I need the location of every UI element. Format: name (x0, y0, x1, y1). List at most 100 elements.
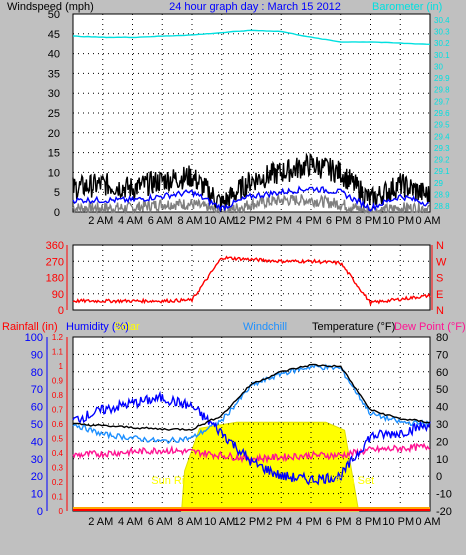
temp-y-tick-label: 30 (436, 419, 448, 431)
direction-y-tick-label: 0 (58, 305, 64, 317)
x-tick-label: 2 PM (266, 516, 292, 528)
wind-gust-line (72, 152, 430, 213)
x-tick-label: 2 AM (88, 215, 113, 227)
temp-y-tick-label: -20 (436, 506, 452, 518)
x-tick-label: 0 AM (415, 516, 440, 528)
temp-y-tick-label: 0 (436, 471, 442, 483)
x-tick-label: 8 PM (356, 215, 382, 227)
humidity-y-tick-label: 70 (31, 384, 43, 396)
wind-direction-line (72, 255, 431, 307)
humidity-y-tick-label: 40 (31, 436, 43, 448)
sunset-annotation: Sun Set (335, 475, 374, 487)
barometer-y-tick-label: 29 (434, 179, 443, 188)
rain-y-tick-label: 0.8 (52, 391, 64, 400)
wind-y-tick-label: 40 (48, 49, 60, 61)
direction-compass-label: N (436, 240, 444, 252)
barometer-y-tick-label: 29.3 (434, 144, 450, 153)
legend-label-1: Humidity (%) (66, 321, 129, 333)
x-tick-label: 8 PM (356, 516, 382, 528)
direction-compass-label: E (436, 289, 443, 301)
barometer-y-tick-label: 29.4 (434, 132, 450, 141)
wind-y-tick-label: 20 (48, 128, 60, 140)
x-tick-label: 4 PM (296, 516, 322, 528)
barometer-y-tick-label: 29.2 (434, 156, 450, 165)
x-tick-label: 2 AM (88, 516, 113, 528)
wind-y-tick-label: 30 (48, 88, 60, 100)
barometer-line (72, 29, 431, 45)
legend-label-2: Solar (114, 321, 140, 333)
humidity-y-tick-label: 20 (31, 471, 43, 483)
rain-y-tick-label: 0.3 (52, 464, 64, 473)
wind-axis-title: Windspeed (mph) (7, 1, 94, 13)
humidity-y-tick-label: 100 (25, 332, 43, 344)
x-tick-label: 2 PM (266, 215, 292, 227)
legend-label-0: Rainfall (in) (2, 321, 58, 333)
chart-title: 24 hour graph day : March 15 2012 (169, 1, 341, 13)
barometer-y-tick-label: 29.6 (434, 109, 450, 118)
barometer-y-tick-label: 30.4 (434, 16, 450, 25)
humidity-y-tick-label: 0 (37, 506, 43, 518)
rain-y-tick-label: 1.1 (52, 348, 64, 357)
barometer-y-tick-label: 30.1 (434, 51, 450, 60)
barometer-y-tick-label: 29.5 (434, 121, 450, 130)
wind-y-tick-label: 5 (54, 187, 60, 199)
temp-y-tick-label: -10 (436, 489, 452, 501)
wind-y-tick-label: 10 (48, 167, 60, 179)
x-tick-label: 10 AM (204, 215, 235, 227)
wind-y-tick-label: 35 (48, 68, 60, 80)
humidity-y-tick-label: 10 (31, 489, 43, 501)
temp-y-tick-label: 10 (436, 454, 448, 466)
legend-label-4: Temperature (°F) (312, 321, 395, 333)
barometer-y-tick-label: 30.3 (434, 27, 450, 36)
rain-y-tick-label: 0.9 (52, 377, 64, 386)
rain-y-tick-label: 0.1 (52, 493, 64, 502)
temp-grid (73, 337, 430, 511)
x-tick-label: 12 PM (234, 516, 266, 528)
x-tick-label: 6 PM (326, 215, 352, 227)
x-tick-label: 4 PM (296, 215, 322, 227)
x-tick-label: 10 PM (382, 215, 414, 227)
x-tick-label: 6 AM (148, 215, 173, 227)
barometer-y-tick-label: 30.2 (434, 39, 450, 48)
humidity-y-tick-label: 90 (31, 349, 43, 361)
rain-y-tick-label: 1 (59, 362, 64, 371)
temp-y-tick-label: 80 (436, 332, 448, 344)
wind-y-tick-label: 15 (48, 148, 60, 160)
sunrise-annotation: Sun Rise (151, 475, 196, 487)
temp-y-tick-label: 20 (436, 436, 448, 448)
rain-y-tick-label: 0.5 (52, 435, 64, 444)
x-tick-label: 6 AM (148, 516, 173, 528)
rain-y-tick-label: 0.2 (52, 478, 64, 487)
wind-lull-line (72, 194, 430, 215)
x-tick-label: 8 AM (177, 516, 202, 528)
rain-y-tick-label: 0.7 (52, 406, 64, 415)
barometer-axis-title: Barometer (in) (372, 1, 442, 13)
barometer-y-tick-label: 29.8 (434, 86, 450, 95)
temp-y-tick-label: 50 (436, 384, 448, 396)
direction-y-tick-label: 270 (46, 256, 64, 268)
legend-label-3: Windchill (243, 321, 287, 333)
wind-y-tick-label: 45 (48, 29, 60, 41)
x-tick-label: 4 AM (118, 516, 143, 528)
barometer-y-tick-label: 29.9 (434, 74, 450, 83)
x-tick-label: 10 PM (382, 516, 414, 528)
legend-label-5: Dew Point (°F) (394, 321, 466, 333)
temp-y-tick-label: 40 (436, 402, 448, 414)
x-tick-label: 0 AM (415, 215, 440, 227)
x-tick-label: 12 PM (234, 215, 266, 227)
rain-y-tick-label: 0 (59, 507, 64, 516)
wind-speed-line (72, 185, 430, 213)
barometer-y-tick-label: 28.8 (434, 202, 450, 211)
direction-y-tick-label: 180 (46, 273, 64, 285)
barometer-y-tick-label: 28.9 (434, 191, 450, 200)
humidity-y-tick-label: 80 (31, 367, 43, 379)
direction-y-tick-label: 90 (52, 289, 64, 301)
humidity-y-tick-label: 30 (31, 454, 43, 466)
x-tick-label: 8 AM (177, 215, 202, 227)
x-tick-label: 4 AM (118, 215, 143, 227)
direction-grid (73, 245, 430, 310)
direction-compass-label: S (436, 273, 443, 285)
barometer-y-tick-label: 30 (434, 62, 443, 71)
direction-compass-label: W (436, 256, 447, 268)
